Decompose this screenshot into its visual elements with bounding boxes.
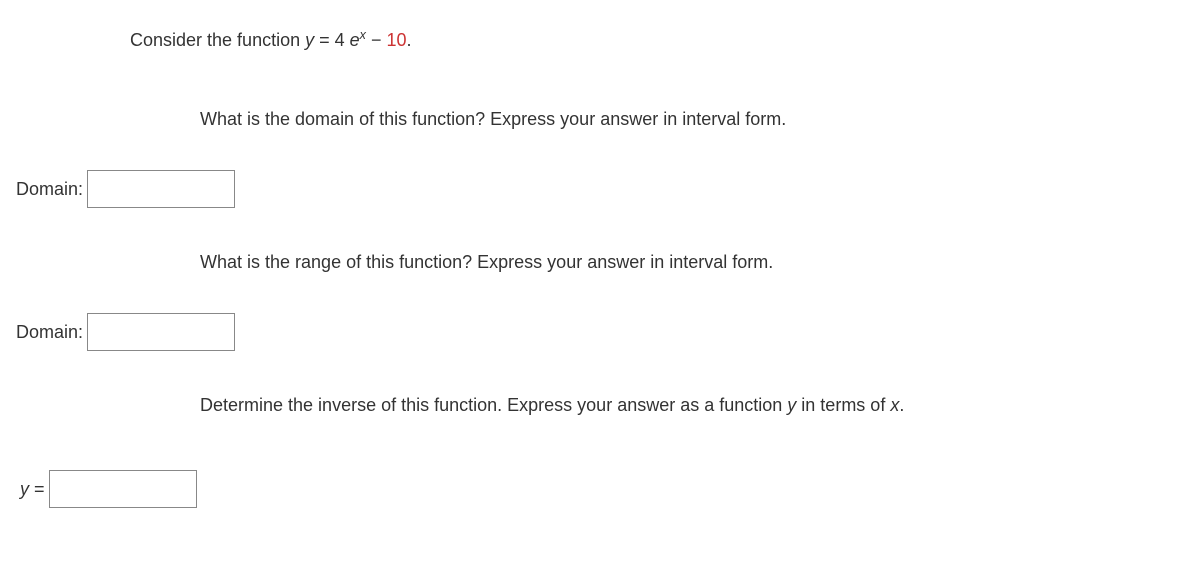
- inverse-label-y: y: [20, 479, 29, 499]
- intro-minus: −: [366, 30, 387, 50]
- inverse-label: y =: [20, 479, 45, 500]
- range-label: Domain:: [16, 322, 83, 343]
- intro-prefix: Consider the function: [130, 30, 305, 50]
- answer-row-domain: Domain:: [16, 170, 1190, 208]
- domain-input[interactable]: [87, 170, 235, 208]
- problem-intro: Consider the function y = 4 ex − 10.: [130, 28, 1190, 51]
- q3-prefix: Determine the inverse of this function. …: [200, 395, 787, 415]
- problem-container: Consider the function y = 4 ex − 10. Wha…: [0, 0, 1200, 508]
- q3-mid: in terms of: [796, 395, 890, 415]
- range-input[interactable]: [87, 313, 235, 351]
- inverse-input[interactable]: [49, 470, 197, 508]
- q3-x: x: [890, 395, 899, 415]
- inverse-label-eq: =: [29, 479, 45, 499]
- domain-label: Domain:: [16, 179, 83, 200]
- intro-eq: = 4: [314, 30, 350, 50]
- answer-row-inverse: y =: [20, 470, 1190, 508]
- q1-text: What is the domain of this function? Exp…: [200, 109, 786, 129]
- intro-period: .: [407, 30, 412, 50]
- question-domain: What is the domain of this function? Exp…: [200, 109, 1190, 130]
- intro-ten: 10: [386, 30, 406, 50]
- q2-text: What is the range of this function? Expr…: [200, 252, 773, 272]
- answer-row-range: Domain:: [16, 313, 1190, 351]
- q3-period: .: [899, 395, 904, 415]
- intro-e: e: [350, 30, 360, 50]
- question-inverse: Determine the inverse of this function. …: [200, 395, 1190, 416]
- intro-y: y: [305, 30, 314, 50]
- question-range: What is the range of this function? Expr…: [200, 252, 1190, 273]
- q3-y: y: [787, 395, 796, 415]
